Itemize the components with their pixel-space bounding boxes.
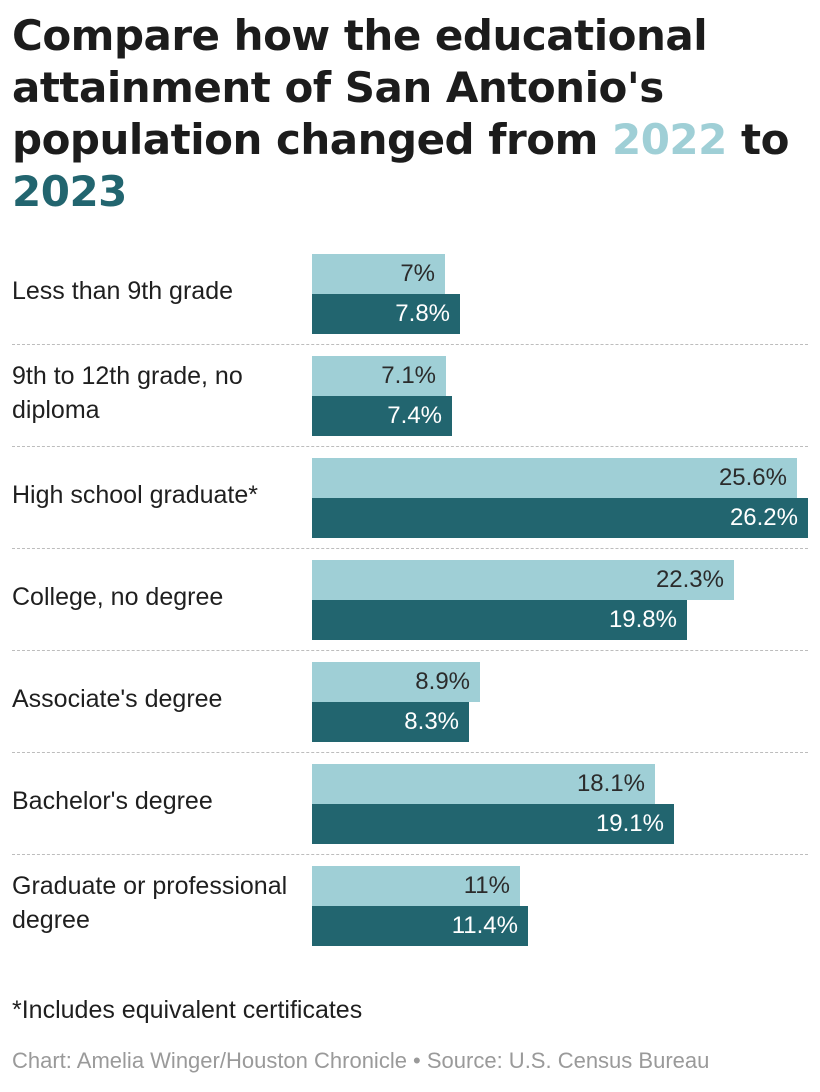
data-label-2022: 11% xyxy=(463,872,510,899)
row-divider xyxy=(12,548,808,549)
chart-row: High school graduate* 25.6% 26.2% xyxy=(0,444,820,549)
title-year-2023: 2023 xyxy=(12,167,127,216)
data-label-2023: 19.1% xyxy=(595,810,664,837)
title-year-2022: 2022 xyxy=(611,115,727,164)
bar-2022: 22.3% xyxy=(312,560,734,600)
bar-2022: 8.9% xyxy=(312,662,480,702)
bar-2022: 7% xyxy=(312,254,445,294)
category-label: Associate's degree xyxy=(12,685,223,713)
bar-2023: 26.2% xyxy=(312,498,808,538)
category-label: Less than 9th grade xyxy=(12,277,233,305)
bar-2023: 19.8% xyxy=(312,600,687,640)
chart-row: College, no degree 22.3% 19.8% xyxy=(0,546,820,651)
data-label-2023: 8.3% xyxy=(404,708,459,735)
category-label: 9th to 12th grade, no diploma xyxy=(12,362,243,424)
chart-row: Graduate or professional degree 11% 11.4% xyxy=(0,852,820,954)
data-label-2022: 8.9% xyxy=(415,668,470,695)
chart-row: Associate's degree 8.9% 8.3% xyxy=(0,648,820,753)
category-label: Bachelor's degree xyxy=(12,787,213,815)
category-label: High school graduate* xyxy=(12,481,258,509)
title-connector: to xyxy=(741,115,789,164)
data-label-2022: 7.1% xyxy=(381,362,436,389)
bar-chart: Less than 9th grade 7% 7.8% 9th to 12th gra… xyxy=(0,240,820,960)
data-label-2023: 7.8% xyxy=(395,300,450,327)
data-label-2022: 7% xyxy=(400,260,435,287)
data-label-2023: 7.4% xyxy=(387,402,442,429)
bar-2023: 8.3% xyxy=(312,702,469,742)
data-label-2023: 11.4% xyxy=(451,912,518,939)
data-label-2022: 22.3% xyxy=(655,566,724,593)
title-main: Compare how the educational attainment o… xyxy=(12,11,708,164)
bar-2023: 19.1% xyxy=(312,804,674,844)
chart-credit: Chart: Amelia Winger/Houston Chronicle •… xyxy=(12,1048,710,1073)
bar-2022: 25.6% xyxy=(312,458,797,498)
row-divider xyxy=(12,650,808,651)
bar-2023: 7.8% xyxy=(312,294,460,334)
category-label: College, no degree xyxy=(12,583,224,611)
data-label-2023: 26.2% xyxy=(729,504,798,531)
row-divider xyxy=(12,752,808,753)
footnote: *Includes equivalent certificates xyxy=(12,996,363,1024)
chart-title: Compare how the educational attainment o… xyxy=(12,10,812,218)
chart-row: 9th to 12th grade, no diploma 7.1% 7.4% xyxy=(0,342,820,447)
bar-2022: 11% xyxy=(312,866,520,906)
chart-row: Bachelor's degree 18.1% 19.1% xyxy=(0,750,820,855)
data-label-2023: 19.8% xyxy=(608,606,677,633)
bar-2023: 11.4% xyxy=(312,906,528,946)
bar-2023: 7.4% xyxy=(312,396,452,436)
bar-2022: 7.1% xyxy=(312,356,446,396)
data-label-2022: 25.6% xyxy=(718,464,787,491)
bar-2022: 18.1% xyxy=(312,764,655,804)
category-label: Graduate or professional degree xyxy=(12,872,288,934)
chart-row: Less than 9th grade 7% 7.8% xyxy=(0,240,820,345)
row-divider xyxy=(12,344,808,345)
row-divider xyxy=(12,446,808,447)
data-label-2022: 18.1% xyxy=(576,770,645,797)
row-divider xyxy=(12,854,808,855)
